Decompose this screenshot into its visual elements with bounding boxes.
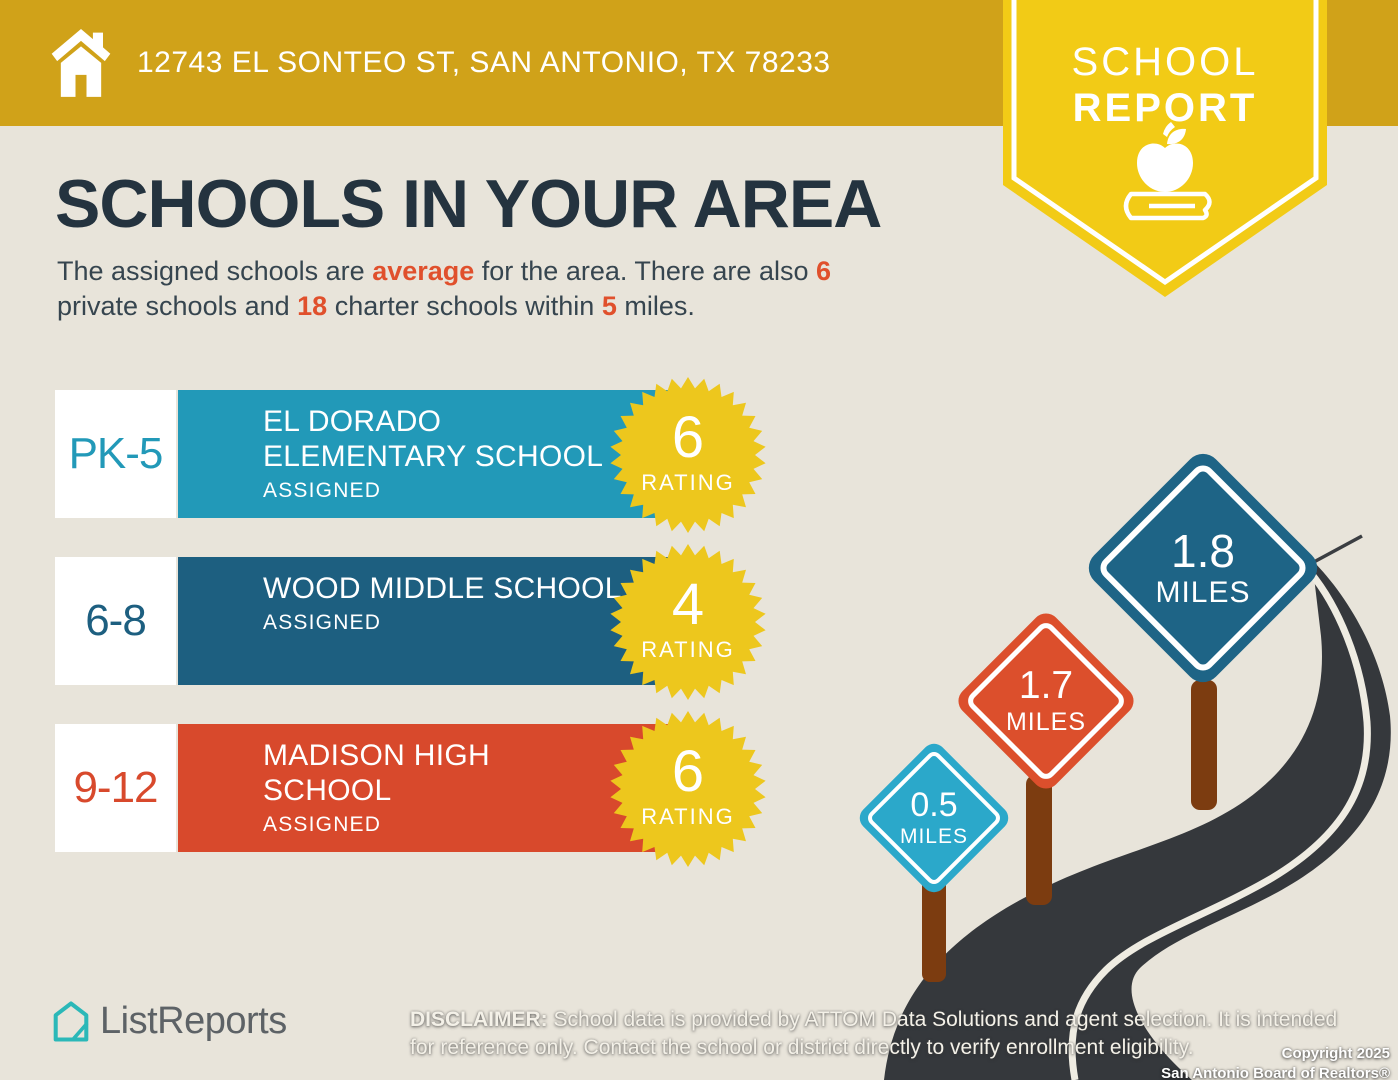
subtitle-text: private schools and (57, 290, 298, 321)
distance-value: 0.5 (910, 786, 958, 825)
school-name: MADISON HIGH SCHOOL (263, 739, 490, 807)
copyright-line1: Copyright 2025 (1281, 1045, 1390, 1062)
school-status: ASSIGNED (263, 478, 382, 502)
subtitle-highlight-average: average (372, 256, 475, 286)
subtitle-highlight-radius: 5 (601, 290, 617, 321)
subtitle-text: miles. (616, 290, 695, 321)
school-status: ASSIGNED (263, 812, 382, 836)
distance-value: 1.7 (1018, 664, 1074, 708)
listreports-logo-icon (53, 1001, 89, 1042)
rating-badge: 6 RATING (610, 711, 766, 867)
subtitle-highlight-charter-count: 18 (297, 290, 328, 321)
grade-range: 9-12 (55, 724, 176, 852)
copyright-line2: San Antonio Board of Realtors® (1161, 1065, 1390, 1080)
subtitle-text: charter schools within (327, 290, 602, 321)
home-icon (48, 24, 114, 105)
sign-post-large (1191, 680, 1217, 810)
rating-value: 4 (671, 571, 705, 637)
disclaimer-label: DISCLAIMER: (410, 1008, 548, 1031)
ribbon-title-line1: SCHOOL (1071, 40, 1259, 84)
school-card-middle: 6-8 WOOD MIDDLE SCHOOL ASSIGNED 4 RATING (55, 544, 815, 700)
rating-badge: 6 RATING (610, 377, 766, 533)
starburst-icon (610, 711, 766, 867)
sign-post-small (922, 878, 946, 982)
starburst-icon (610, 377, 766, 533)
subtitle-highlight-private-count: 6 (815, 256, 832, 286)
listreports-logo: ListReports (53, 1000, 287, 1043)
school-bar: WOOD MIDDLE SCHOOL ASSIGNED (178, 557, 687, 685)
school-bar: EL DORADO ELEMENTARY SCHOOL ASSIGNED (178, 390, 687, 518)
distance-value: 1.8 (1171, 524, 1235, 577)
school-card-elementary: PK-5 EL DORADO ELEMENTARY SCHOOL ASSIGNE… (55, 377, 815, 533)
school-name: EL DORADO ELEMENTARY SCHOOL (263, 405, 604, 473)
property-address: 12743 EL SONTEO ST, SAN ANTONIO, TX 7823… (137, 46, 831, 79)
distance-sign-elementary: 0.5 MILES (854, 738, 1014, 898)
distance-sign-high: 1.7 MILES (952, 607, 1140, 795)
grade-range: 6-8 (55, 557, 176, 685)
subtitle-text: The assigned schools are (57, 256, 373, 286)
rating-badge: 4 RATING (610, 544, 766, 700)
school-report-ribbon: SCHOOL REPORT (1003, 0, 1327, 300)
page-subtitle: The assigned schools are average for the… (57, 254, 1017, 323)
rating-label: RATING (641, 469, 735, 495)
rating-value: 6 (671, 404, 705, 470)
book-icon (1123, 191, 1212, 221)
subtitle-text: for the area. There are also (474, 256, 816, 286)
school-status: ASSIGNED (263, 610, 382, 634)
ribbon-title-line2: REPORT (1072, 86, 1258, 130)
road-vanishing-line (1311, 534, 1363, 565)
school-name: WOOD MIDDLE SCHOOL (263, 572, 622, 605)
school-bar: MADISON HIGH SCHOOL ASSIGNED (178, 724, 687, 852)
rating-value: 6 (671, 738, 705, 804)
distance-sign-middle: 1.8 MILES (1081, 446, 1325, 690)
listreports-wordmark: ListReports (100, 1000, 287, 1042)
copyright-notice: Copyright 2025 San Antonio Board of Real… (1161, 1044, 1390, 1080)
distance-unit: MILES (1005, 707, 1087, 736)
rating-label: RATING (641, 803, 735, 829)
rating-label: RATING (641, 636, 735, 662)
apple-icon (1137, 122, 1193, 192)
distance-unit: MILES (1155, 576, 1251, 610)
distance-unit: MILES (899, 824, 969, 848)
school-card-high: 9-12 MADISON HIGH SCHOOL ASSIGNED 6 RATI… (55, 711, 815, 867)
grade-range: PK-5 (55, 390, 176, 518)
starburst-icon (610, 544, 766, 700)
sign-post-medium (1026, 775, 1052, 905)
page-title: SCHOOLS IN YOUR AREA (55, 166, 882, 242)
